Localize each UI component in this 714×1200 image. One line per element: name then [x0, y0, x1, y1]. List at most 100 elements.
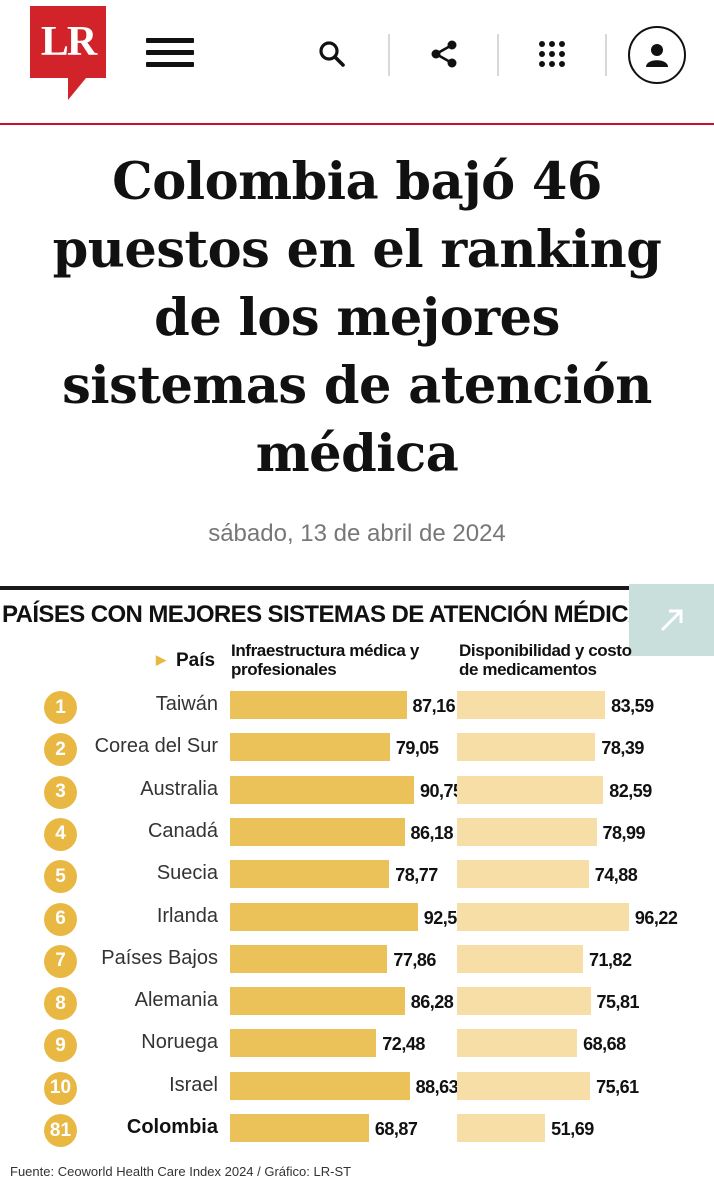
- expand-arrow-icon: [660, 609, 682, 632]
- bar-medicines: [457, 902, 629, 931]
- ranking-row: 2 Corea del Sur 79,05 78,39: [0, 727, 714, 769]
- rank-badge: 9: [44, 1029, 77, 1063]
- bar-infrastructure: [230, 987, 405, 1016]
- country-label: Países Bajos: [101, 946, 218, 969]
- rank-badge: 2: [44, 733, 77, 767]
- bar-infrastructure: [230, 860, 390, 889]
- bar-infrastructure: [230, 944, 388, 973]
- bar-medicines: [457, 1114, 546, 1142]
- value-label-medicines: 75,61: [596, 1076, 639, 1097]
- grid-icon[interactable]: [528, 30, 576, 78]
- bar-medicines: [457, 860, 589, 889]
- value-label-infrastructure: 72,48: [382, 1034, 425, 1055]
- value-label-medicines: 82,59: [609, 780, 652, 801]
- bar-medicines: [457, 987, 591, 1016]
- value-label-medicines: 78,39: [601, 738, 644, 759]
- menu-icon[interactable]: [146, 38, 194, 74]
- bar-medicines: [457, 691, 606, 719]
- rank-badge: 6: [44, 902, 77, 936]
- country-label: Noruega: [141, 1031, 218, 1054]
- ranking-row: 10 Israel 88,63 75,61: [0, 1066, 714, 1108]
- bar-infrastructure: [230, 691, 407, 719]
- top-navigation-bar: LR: [0, 0, 714, 125]
- ranking-row: 8 Alemania 86,28 75,81: [0, 981, 714, 1023]
- ranking-row: 4 Canadá 86,18 78,99: [0, 812, 714, 854]
- value-label-medicines: 96,22: [634, 907, 678, 928]
- bar-medicines: [457, 944, 584, 973]
- article-date: sábado, 13 de abril de 2024: [208, 520, 506, 547]
- ranking-row: 6 Irlanda 92,58 96,22: [0, 897, 714, 939]
- country-label: Suecia: [156, 862, 218, 885]
- value-label-infrastructure: 86,18: [410, 822, 454, 843]
- lr-logo[interactable]: LR: [30, 6, 106, 78]
- logo-speech-tail: [68, 78, 86, 100]
- divider: [388, 34, 390, 76]
- country-label: Alemania: [134, 989, 218, 1012]
- bar-medicines: [457, 1029, 578, 1058]
- bar-infrastructure: [230, 902, 418, 931]
- country-label: Australia: [140, 777, 218, 800]
- value-label-medicines: 68,68: [583, 1034, 626, 1055]
- figure-top-rule: [0, 586, 630, 590]
- value-label-medicines: 74,88: [594, 865, 638, 886]
- bar-infrastructure: [230, 1114, 369, 1142]
- bar-infrastructure: [230, 1029, 377, 1058]
- country-label: Taiwán: [155, 693, 218, 715]
- bar-medicines: [457, 775, 604, 804]
- rank-badge: 8: [44, 987, 77, 1021]
- triangle-marker-icon: ▶: [156, 652, 166, 667]
- column-header-infrastructure: Infraestructura médica y profesionales: [231, 641, 419, 679]
- user-icon[interactable]: [628, 26, 686, 84]
- logo-text: LR: [40, 19, 97, 65]
- country-label: Irlanda: [156, 904, 218, 927]
- value-label-medicines: 78,99: [602, 822, 646, 843]
- rank-badge: 1: [44, 691, 77, 724]
- bar-infrastructure: [230, 733, 390, 762]
- value-label-infrastructure: 79,05: [395, 738, 439, 759]
- divider: [605, 34, 607, 76]
- rank-badge: 81: [44, 1114, 77, 1147]
- ranking-row: 9 Noruega 72,48 68,68: [0, 1023, 714, 1065]
- rank-badge: 7: [44, 944, 77, 978]
- value-label-medicines: 71,82: [589, 949, 632, 970]
- value-label-infrastructure: 87,16: [412, 696, 456, 716]
- value-label-medicines: 75,81: [596, 992, 640, 1013]
- bar-medicines: [457, 817, 597, 846]
- rank-badge: 5: [44, 860, 77, 894]
- column-header-medicines: Disponibilidad y costo de medicamentos: [459, 641, 632, 679]
- country-label: Colombia: [126, 1116, 218, 1138]
- bar-medicines: [457, 1071, 591, 1100]
- value-label-infrastructure: 78,77: [395, 865, 438, 886]
- ranking-row: 5 Suecia 78,77 74,88: [0, 854, 714, 896]
- bar-infrastructure: [230, 1071, 410, 1100]
- search-icon[interactable]: [308, 30, 356, 78]
- figure-source: Fuente: Ceoworld Health Care Index 2024 …: [10, 1164, 352, 1179]
- ranking-row: 7 Países Bajos 77,86 71,82: [0, 939, 714, 981]
- country-label: Israel: [169, 1073, 218, 1096]
- ranking-row: 3 Australia 90,75 82,59: [0, 770, 714, 812]
- value-label-infrastructure: 77,86: [393, 949, 436, 970]
- value-label-infrastructure: 68,87: [374, 1119, 418, 1139]
- value-label-medicines: 51,69: [551, 1119, 594, 1139]
- ranking-row: 1 Taiwán 87,16 83,59: [0, 685, 714, 727]
- figure-title: PAÍSES CON MEJORES SISTEMAS DE ATENCIÓN …: [2, 601, 645, 628]
- column-header-country: ▶ País: [156, 650, 216, 671]
- value-label-infrastructure: 88,63: [415, 1076, 459, 1097]
- value-label-medicines: 83,59: [611, 696, 654, 716]
- bar-medicines: [457, 733, 596, 762]
- value-label-infrastructure: 92,58: [423, 907, 467, 928]
- bar-infrastructure: [230, 775, 414, 804]
- value-label-infrastructure: 90,75: [419, 780, 463, 801]
- value-label-infrastructure: 86,28: [410, 992, 454, 1013]
- infographic: PAÍSES CON MEJORES SISTEMAS DE ATENCIÓN …: [0, 583, 714, 1200]
- ranking-row: 81 Colombia 68,87 51,69: [0, 1108, 714, 1150]
- country-label: Corea del Sur: [94, 735, 218, 758]
- rank-badge: 4: [44, 817, 77, 851]
- article-headline: Colombia bajó 46 puestos en el ranking d…: [52, 152, 662, 484]
- divider: [497, 34, 499, 76]
- rank-badge: 10: [44, 1071, 77, 1105]
- expand-image-button[interactable]: [629, 584, 714, 656]
- share-icon[interactable]: [420, 30, 468, 78]
- rank-badge: 3: [44, 775, 77, 809]
- bar-infrastructure: [230, 817, 405, 846]
